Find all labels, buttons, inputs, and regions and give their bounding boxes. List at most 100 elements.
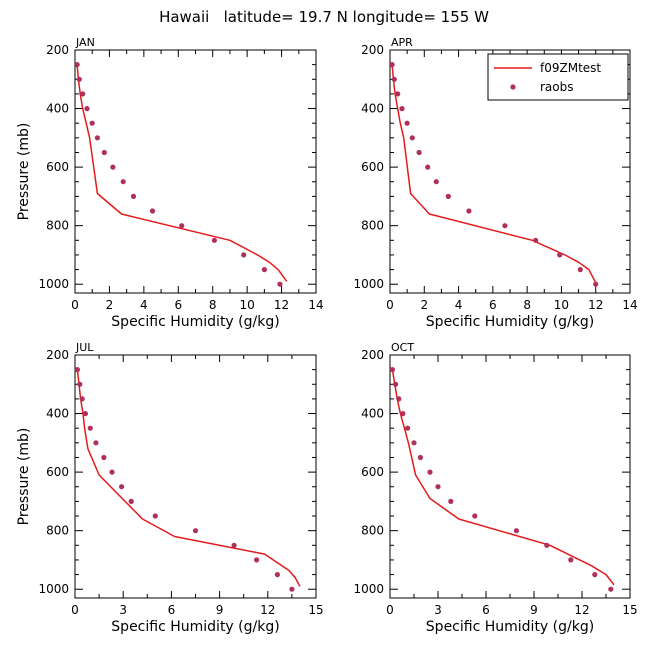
x-tick-label: 2 (106, 298, 114, 312)
series-line-f09zmtest (391, 369, 615, 586)
x-tick-label: 10 (240, 298, 255, 312)
plot-area (390, 62, 599, 287)
data-point-raobs (101, 454, 107, 461)
data-point-raobs (79, 396, 85, 402)
data-point-raobs (192, 528, 199, 534)
x-tick-label: 9 (530, 603, 538, 617)
data-point-raobs (417, 454, 423, 461)
data-point-raobs (77, 381, 83, 387)
plot-area (75, 62, 288, 287)
data-point-raobs (149, 208, 156, 214)
x-axis-label: Specific Humidity (g/kg) (426, 619, 594, 635)
x-axis-label: Specific Humidity (g/kg) (111, 619, 279, 635)
data-point-raobs (390, 62, 395, 68)
plot-frame (74, 354, 317, 599)
data-point-raobs (75, 62, 80, 68)
y-tick-label: 200 (46, 348, 69, 362)
data-point-raobs (391, 76, 397, 82)
data-point-raobs (557, 252, 563, 258)
x-tick-label: 12 (260, 603, 275, 617)
y-tick-label: 200 (361, 348, 384, 362)
data-point-raobs (128, 498, 134, 504)
x-tick-label: 6 (168, 603, 176, 617)
data-point-raobs (513, 528, 520, 534)
data-point-raobs (87, 425, 93, 431)
y-tick-label: 600 (46, 160, 69, 174)
data-point-raobs (568, 557, 574, 563)
data-point-raobs (152, 513, 158, 519)
plot-area (390, 367, 615, 592)
data-point-raobs (241, 252, 247, 258)
data-point-raobs (130, 193, 137, 199)
data-point-raobs (84, 106, 90, 112)
x-tick-label: 12 (574, 603, 589, 617)
data-point-raobs (120, 179, 126, 185)
panel-label-oct: OCT (391, 341, 414, 354)
data-point-raobs (399, 106, 405, 112)
data-point-raobs (395, 91, 401, 97)
y-tick-label: 1000 (353, 277, 384, 291)
data-point-raobs (445, 193, 451, 199)
x-tick-label: 3 (119, 603, 127, 617)
x-tick-label: 9 (216, 603, 224, 617)
y-tick-label: 200 (361, 43, 384, 57)
panel-jul: 0 3 6 9 12 15 200 400 600 800 1000 JUL Specific Humi… (16, 341, 324, 635)
x-tick-label: 2 (420, 298, 428, 312)
x-axis-label: Specific Humidity (g/kg) (426, 314, 594, 330)
x-tick-label: 6 (482, 603, 490, 617)
y-tick-label: 800 (361, 219, 384, 233)
data-point-raobs (80, 91, 86, 97)
series-line-f09zmtest (76, 64, 288, 282)
x-tick-label: 0 (71, 603, 79, 617)
x-tick-label: 3 (434, 603, 442, 617)
panel-apr: 0 2 4 6 8 10 12 14 200 400 600 800 1000 APR Specific H… (353, 36, 637, 330)
data-point-raobs (119, 484, 125, 490)
data-point-raobs (254, 557, 260, 563)
data-point-raobs (396, 396, 402, 402)
y-tick-label: 600 (361, 465, 384, 479)
data-point-raobs (211, 237, 217, 243)
data-point-raobs (261, 267, 267, 273)
legend-label-raobs: raobs (540, 80, 574, 94)
y-axis-label: Pressure (mb) (16, 428, 32, 526)
x-tick-label: 6 (174, 298, 182, 312)
y-tick-label: 600 (46, 465, 69, 479)
x-tick-label: 0 (71, 298, 79, 312)
x-tick-label: 0 (386, 298, 394, 312)
data-point-raobs (404, 120, 410, 126)
plot-frame (389, 354, 631, 599)
data-point-raobs (411, 440, 417, 446)
data-point-raobs (502, 223, 508, 229)
x-tick-label: 0 (386, 603, 394, 617)
chart-title: Hawaii latitude= 19.7 N longitude= 155 W (159, 8, 489, 26)
data-point-raobs (593, 281, 599, 287)
data-point-raobs (433, 179, 439, 185)
data-point-raobs (405, 425, 411, 431)
x-tick-label: 14 (622, 298, 637, 312)
data-point-raobs (448, 498, 454, 504)
data-point-raobs (608, 586, 614, 592)
data-point-raobs (400, 411, 406, 417)
panel-jan: 0 2 4 6 8 10 12 14 200 400 600 800 1000 JAN Specific H… (16, 36, 324, 330)
panel-label-jul: JUL (75, 341, 94, 354)
y-tick-label: 800 (361, 524, 384, 538)
data-point-raobs (427, 469, 433, 475)
x-tick-label: 8 (523, 298, 531, 312)
y-tick-label: 1000 (38, 582, 69, 596)
legend-dot-swatch (510, 84, 516, 90)
data-point-raobs (533, 237, 539, 243)
x-tick-label: 8 (209, 298, 217, 312)
panel-label-jan: JAN (75, 36, 95, 49)
x-tick-label: 12 (588, 298, 603, 312)
data-point-raobs (577, 267, 583, 273)
x-tick-label: 6 (489, 298, 497, 312)
y-tick-label: 200 (46, 43, 69, 57)
x-tick-label: 15 (622, 603, 637, 617)
data-point-raobs (277, 281, 283, 287)
legend-label-f09zmtest: f09ZMtest (540, 61, 601, 75)
x-tick-label: 10 (554, 298, 569, 312)
data-point-raobs (592, 572, 598, 578)
y-tick-label: 400 (46, 102, 69, 116)
data-point-raobs (425, 164, 431, 170)
